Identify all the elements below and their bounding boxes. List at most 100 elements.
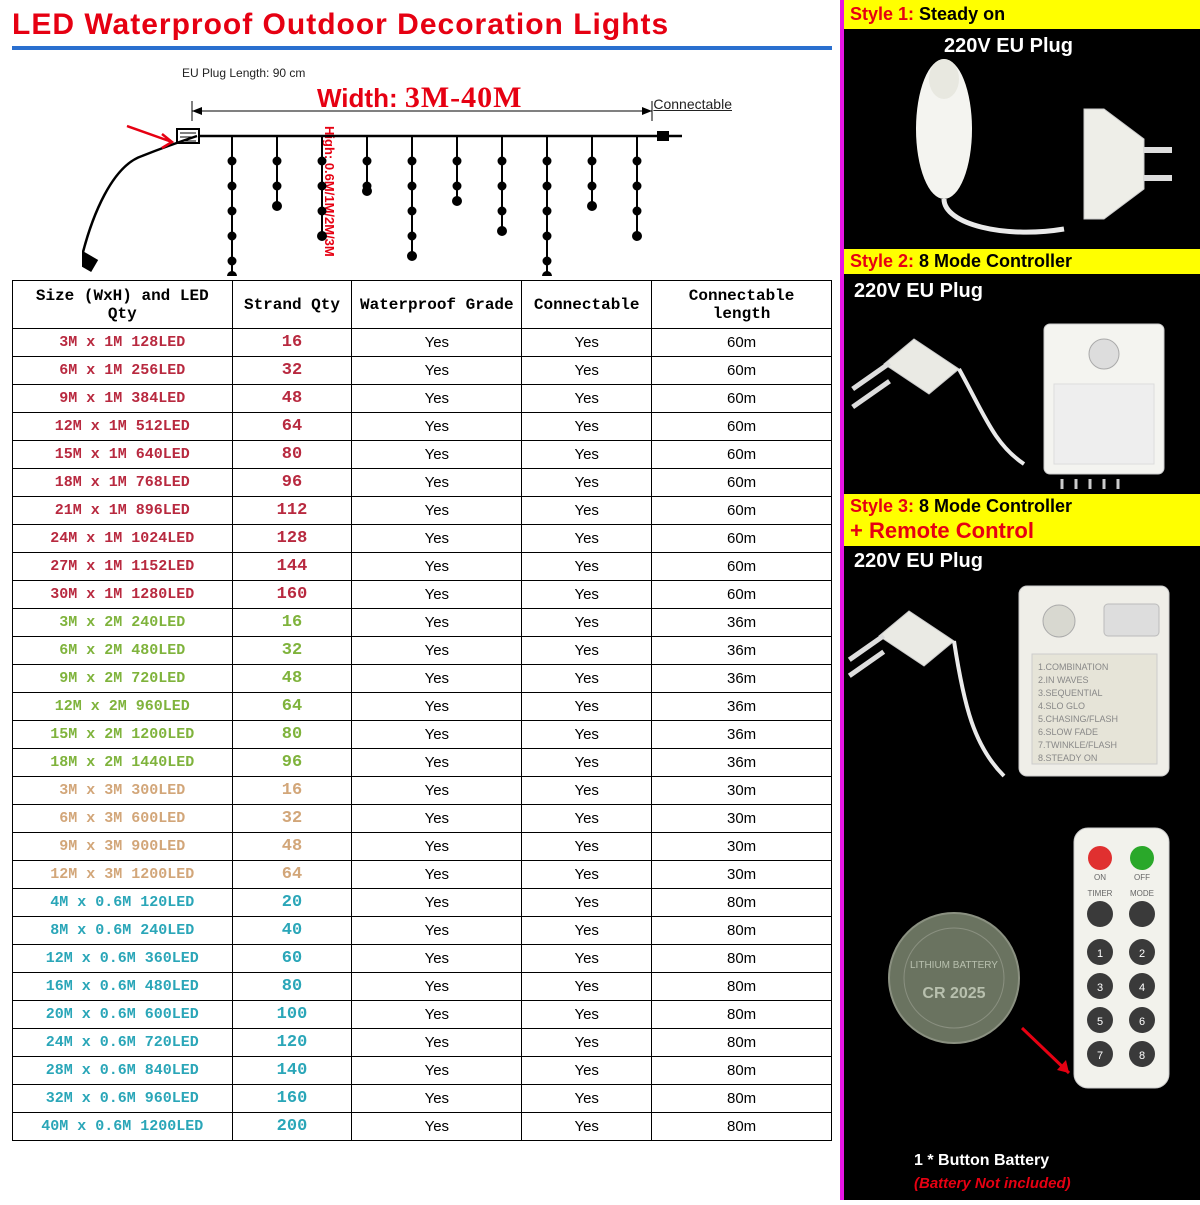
table-cell: Yes bbox=[352, 833, 522, 861]
table-cell: Yes bbox=[522, 497, 652, 525]
table-row: 30M x 1M 1280LED160YesYes60m bbox=[13, 581, 832, 609]
table-cell: Yes bbox=[522, 805, 652, 833]
table-row: 12M x 1M 512LED64YesYes60m bbox=[13, 413, 832, 441]
table-row: 40M x 0.6M 1200LED200YesYes80m bbox=[13, 1113, 832, 1141]
svg-text:1: 1 bbox=[1097, 948, 1103, 960]
table-cell: Yes bbox=[352, 329, 522, 357]
table-cell: 32M x 0.6M 960LED bbox=[13, 1085, 233, 1113]
table-cell: 12M x 2M 960LED bbox=[13, 693, 233, 721]
table-row: 9M x 3M 900LED48YesYes30m bbox=[13, 833, 832, 861]
table-cell: Yes bbox=[522, 1113, 652, 1141]
table-cell: 140 bbox=[232, 1057, 352, 1085]
table-cell: 36m bbox=[652, 609, 832, 637]
table-cell: 18M x 2M 1440LED bbox=[13, 749, 233, 777]
table-cell: Yes bbox=[522, 413, 652, 441]
table-cell: Yes bbox=[522, 469, 652, 497]
style2-header: Style 2: 8 Mode Controller bbox=[844, 249, 1200, 274]
table-cell: 48 bbox=[232, 385, 352, 413]
table-cell: 80m bbox=[652, 973, 832, 1001]
table-cell: Yes bbox=[522, 665, 652, 693]
table-row: 6M x 3M 600LED32YesYes30m bbox=[13, 805, 832, 833]
table-cell: 80m bbox=[652, 917, 832, 945]
table-cell: 48 bbox=[232, 833, 352, 861]
table-row: 6M x 1M 256LED32YesYes60m bbox=[13, 357, 832, 385]
table-cell: 21M x 1M 896LED bbox=[13, 497, 233, 525]
style3-desc: 8 Mode Controller bbox=[919, 496, 1072, 516]
style1-plug-text: 220V EU Plug bbox=[944, 35, 1073, 58]
table-row: 24M x 0.6M 720LED120YesYes80m bbox=[13, 1029, 832, 1057]
table-cell: Yes bbox=[352, 1001, 522, 1029]
table-cell: Yes bbox=[352, 1029, 522, 1057]
style3-plus: + Remote Control bbox=[850, 518, 1034, 543]
table-cell: 30m bbox=[652, 777, 832, 805]
table-cell: Yes bbox=[352, 973, 522, 1001]
table-cell: Yes bbox=[352, 525, 522, 553]
table-cell: Yes bbox=[522, 749, 652, 777]
table-row: 18M x 2M 1440LED96YesYes36m bbox=[13, 749, 832, 777]
table-cell: Yes bbox=[352, 581, 522, 609]
page-title: LED Waterproof Outdoor Decoration Lights bbox=[12, 8, 840, 42]
table-cell: Yes bbox=[352, 637, 522, 665]
table-cell: Yes bbox=[522, 1001, 652, 1029]
svg-text:3.SEQUENTIAL: 3.SEQUENTIAL bbox=[1038, 688, 1103, 698]
table-row: 12M x 0.6M 360LED60YesYes80m bbox=[13, 945, 832, 973]
table-cell: Yes bbox=[352, 861, 522, 889]
table-cell: 6M x 2M 480LED bbox=[13, 637, 233, 665]
svg-text:2.IN WAVES: 2.IN WAVES bbox=[1038, 675, 1089, 685]
table-cell: 80 bbox=[232, 973, 352, 1001]
table-cell: 36m bbox=[652, 721, 832, 749]
table-cell: Yes bbox=[522, 385, 652, 413]
svg-text:6: 6 bbox=[1139, 1016, 1145, 1028]
table-cell: 32 bbox=[232, 637, 352, 665]
table-cell: Yes bbox=[522, 917, 652, 945]
table-row: 24M x 1M 1024LED128YesYes60m bbox=[13, 525, 832, 553]
table-cell: 3M x 1M 128LED bbox=[13, 329, 233, 357]
table-cell: 60m bbox=[652, 413, 832, 441]
table-cell: 160 bbox=[232, 1085, 352, 1113]
table-cell: Yes bbox=[522, 637, 652, 665]
table-cell: 36m bbox=[652, 665, 832, 693]
table-cell: Yes bbox=[522, 609, 652, 637]
table-cell: 64 bbox=[232, 861, 352, 889]
table-cell: 80m bbox=[652, 1029, 832, 1057]
table-cell: Yes bbox=[352, 469, 522, 497]
table-cell: Yes bbox=[352, 665, 522, 693]
table-cell: 64 bbox=[232, 413, 352, 441]
table-cell: Yes bbox=[352, 385, 522, 413]
table-cell: Yes bbox=[352, 609, 522, 637]
table-cell: 9M x 1M 384LED bbox=[13, 385, 233, 413]
table-cell: Yes bbox=[352, 749, 522, 777]
style2-image: 220V EU Plug bbox=[844, 274, 1200, 494]
table-row: 3M x 3M 300LED16YesYes30m bbox=[13, 777, 832, 805]
table-cell: 27M x 1M 1152LED bbox=[13, 553, 233, 581]
table-row: 9M x 2M 720LED48YesYes36m bbox=[13, 665, 832, 693]
table-cell: 36m bbox=[652, 693, 832, 721]
table-cell: Yes bbox=[522, 889, 652, 917]
table-row: 6M x 2M 480LED32YesYes36m bbox=[13, 637, 832, 665]
table-cell: 200 bbox=[232, 1113, 352, 1141]
table-cell: Yes bbox=[522, 945, 652, 973]
style1-desc: Steady on bbox=[919, 4, 1005, 24]
controller-remote-icon: 1.COMBINATION 2.IN WAVES 3.SEQUENTIAL 4.… bbox=[844, 546, 1194, 796]
table-cell: Yes bbox=[522, 441, 652, 469]
table-cell: 80m bbox=[652, 1001, 832, 1029]
table-cell: Yes bbox=[352, 497, 522, 525]
table-cell: 96 bbox=[232, 469, 352, 497]
curtain-diagram: EU Plug Length: 90 cm Width: 3M-40M Conn… bbox=[12, 56, 832, 276]
table-row: 3M x 1M 128LED16YesYes60m bbox=[13, 329, 832, 357]
table-cell: 30m bbox=[652, 861, 832, 889]
svg-text:TIMER: TIMER bbox=[1088, 889, 1113, 898]
page-container: LED Waterproof Outdoor Decoration Lights… bbox=[0, 0, 1200, 1200]
table-cell: 24M x 0.6M 720LED bbox=[13, 1029, 233, 1057]
table-cell: 48 bbox=[232, 665, 352, 693]
table-cell: 18M x 1M 768LED bbox=[13, 469, 233, 497]
table-cell: Yes bbox=[522, 525, 652, 553]
table-cell: 30m bbox=[652, 833, 832, 861]
table-cell: 9M x 3M 900LED bbox=[13, 833, 233, 861]
table-cell: 60m bbox=[652, 525, 832, 553]
battery-label: 1 * Button Battery bbox=[914, 1152, 1049, 1170]
style1-label: Style 1: bbox=[850, 4, 914, 24]
table-cell: 20 bbox=[232, 889, 352, 917]
table-cell: 32 bbox=[232, 357, 352, 385]
table-cell: 60m bbox=[652, 553, 832, 581]
